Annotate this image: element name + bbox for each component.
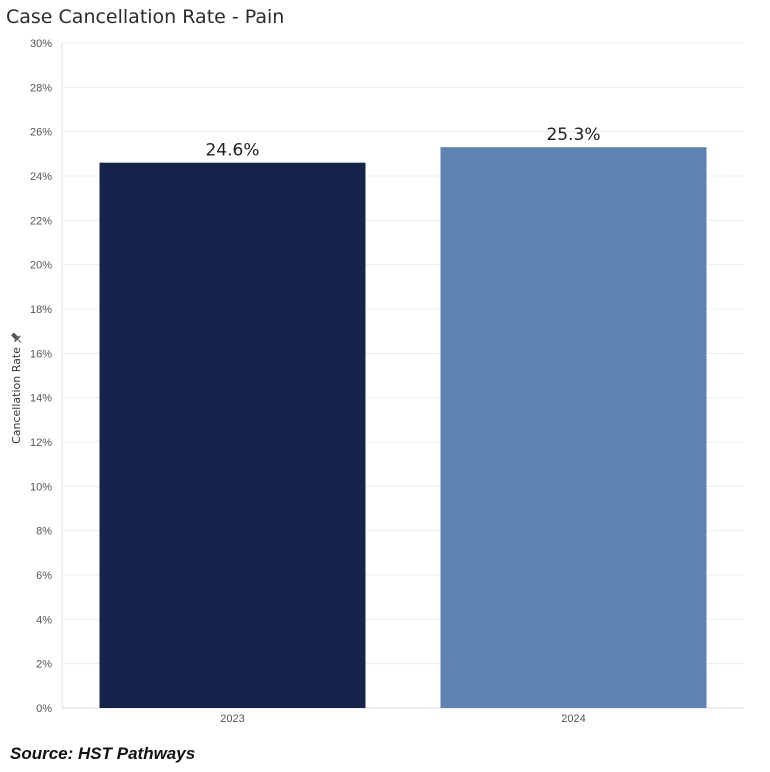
y-tick-label: 2% bbox=[36, 659, 52, 671]
y-tick-label: 24% bbox=[30, 171, 52, 183]
y-axis-title-rotated: Cancellation Rate bbox=[10, 331, 24, 444]
y-tick-label: 6% bbox=[36, 570, 52, 582]
pin-icon-needle bbox=[17, 338, 22, 343]
y-tick-label: 16% bbox=[30, 348, 52, 360]
bar-2024[interactable] bbox=[440, 147, 707, 708]
bar-2023[interactable] bbox=[99, 162, 366, 708]
data-label-2024: 25.3% bbox=[546, 125, 600, 145]
chart-title: Case Cancellation Rate - Pain bbox=[6, 6, 285, 28]
pin-icon-base bbox=[13, 335, 21, 343]
x-tick-label: 2023 bbox=[220, 713, 244, 725]
y-tick-label: 0% bbox=[36, 703, 52, 715]
y-tick-label: 28% bbox=[30, 82, 52, 94]
pin-icon[interactable] bbox=[10, 331, 24, 345]
y-tick-label: 30% bbox=[30, 38, 52, 50]
y-axis-title: Cancellation Rate bbox=[10, 347, 23, 444]
pin-icon-head bbox=[11, 332, 19, 340]
y-tick-label: 4% bbox=[36, 614, 52, 626]
bar-chart: 0% 2% 4% 6% 8% 10% 12% 14% 16% 18% 20% 22% 24% 26% 28%… bbox=[10, 38, 744, 725]
y-tick-label: 18% bbox=[30, 304, 52, 316]
data-labels: 24.6% 25.3% bbox=[205, 125, 600, 161]
y-tick-label: 22% bbox=[30, 215, 52, 227]
y-tick-label: 10% bbox=[30, 481, 52, 493]
y-tick-label: 14% bbox=[30, 393, 52, 405]
y-axis: 0% 2% 4% 6% 8% 10% 12% 14% 16% 18% 20% 22% 24% 26% 28%… bbox=[30, 38, 52, 715]
y-tick-label: 20% bbox=[30, 260, 52, 272]
x-axis: 2023 2024 bbox=[220, 713, 585, 725]
y-tick-label: 8% bbox=[36, 526, 52, 538]
bars bbox=[99, 147, 707, 708]
y-tick-label: 12% bbox=[30, 437, 52, 449]
data-label-2023: 24.6% bbox=[205, 141, 259, 161]
y-tick-label: 26% bbox=[30, 127, 52, 139]
source-note: Source: HST Pathways bbox=[10, 744, 196, 763]
x-tick-label: 2024 bbox=[561, 713, 585, 725]
y-axis-title-group: Cancellation Rate bbox=[10, 331, 24, 444]
